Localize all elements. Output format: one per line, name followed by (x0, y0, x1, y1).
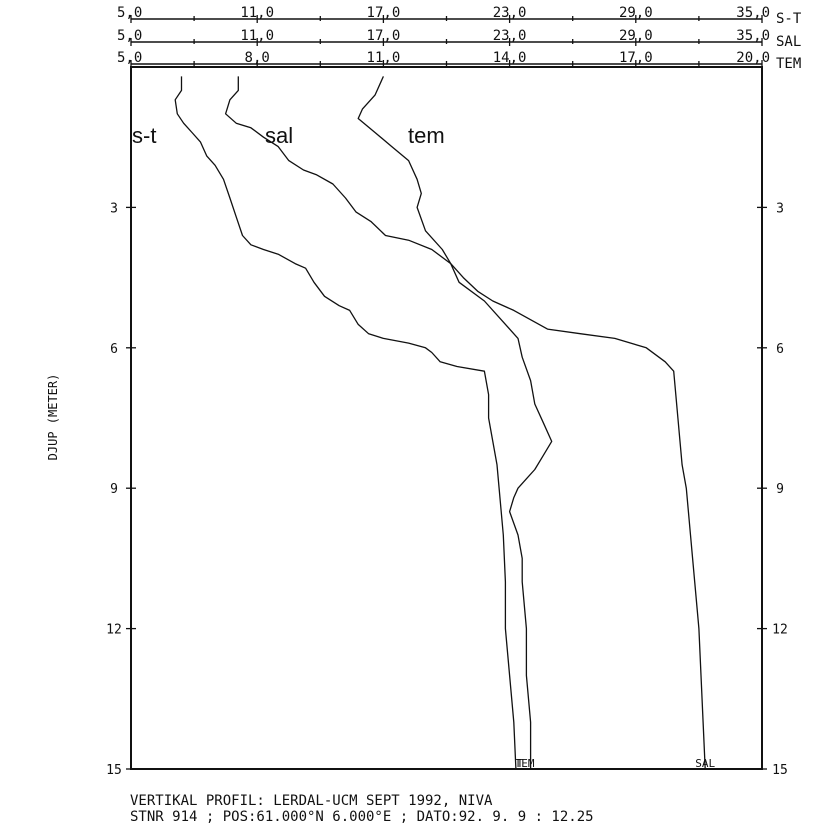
axis-tick-label: 17,0 (367, 5, 401, 21)
profile-curves (174, 76, 706, 770)
axis-tick-label: 11,0 (367, 50, 401, 66)
series-label-tem: tem (408, 123, 445, 148)
series-label-st: s-t (132, 123, 156, 148)
end-label-tem: TEM (515, 757, 535, 770)
depth-label-right: 6 (776, 342, 784, 357)
axis-tick-label: 35,0 (736, 28, 770, 44)
axis-tick-label: 20,0 (736, 50, 770, 66)
depth-label-left: 15 (106, 763, 122, 778)
series-label-sal: sal (265, 123, 293, 148)
caption-line-1: VERTIKAL PROFIL: LERDAL-UCM SEPT 1992, N… (130, 793, 493, 809)
axis-tick-label: 14,0 (493, 50, 527, 66)
y-axis-label: DJUP (METER) (46, 374, 60, 461)
axis-tick-label: 5,0 (117, 5, 142, 21)
plot-frame (130, 66, 763, 770)
axis-tick-label: 5,0 (117, 50, 142, 66)
axis-tick-label: 11,0 (240, 28, 274, 44)
top-axis-scales: 5,0 11,0 17,0 23,0 29,0 35,0 S-T 5,0 11,0 17,0 23,… (117, 5, 802, 72)
axis-code-sal: SAL (776, 34, 801, 50)
depth-label-left: 3 (110, 201, 118, 216)
axis-tick-label: 29,0 (619, 28, 653, 44)
series-line-st (174, 76, 517, 770)
axis-code-tem: TEM (776, 56, 801, 72)
axis-code-s-t: S-T (776, 11, 802, 27)
axis-tick-label: 8,0 (245, 50, 270, 66)
end-label-sal: SAL (695, 757, 715, 770)
depth-axis: 3 3 6 6 9 9 12 12 15 15 (106, 201, 788, 778)
depth-label-right: 9 (776, 482, 784, 497)
end-label-st: T (517, 757, 524, 770)
axis-tick-label: 11,0 (240, 5, 274, 21)
depth-label-left: 12 (106, 623, 122, 638)
series-line-tem (357, 76, 553, 769)
axis-tick-label: 17,0 (619, 50, 653, 66)
axis-tick-label: 29,0 (619, 5, 653, 21)
caption-line-2: STNR 914 ; POS:61.000°N 6.000°E ; DATO:9… (130, 809, 594, 825)
depth-label-right: 12 (772, 623, 788, 638)
axis-tick-label: 23,0 (493, 28, 527, 44)
depth-label-right: 15 (772, 763, 788, 778)
series-line-sal (224, 76, 706, 770)
depth-label-left: 6 (110, 342, 118, 357)
axis-tick-label: 5,0 (117, 28, 142, 44)
curve-end-labels: T SAL TEM (515, 757, 716, 770)
depth-label-right: 3 (776, 201, 784, 216)
depth-label-left: 9 (110, 482, 118, 497)
axis-tick-label: 17,0 (367, 28, 401, 44)
axis-tick-label: 35,0 (736, 5, 770, 21)
inline-curve-labels: s-t sal tem (132, 123, 445, 148)
axis-tick-label: 23,0 (493, 5, 527, 21)
